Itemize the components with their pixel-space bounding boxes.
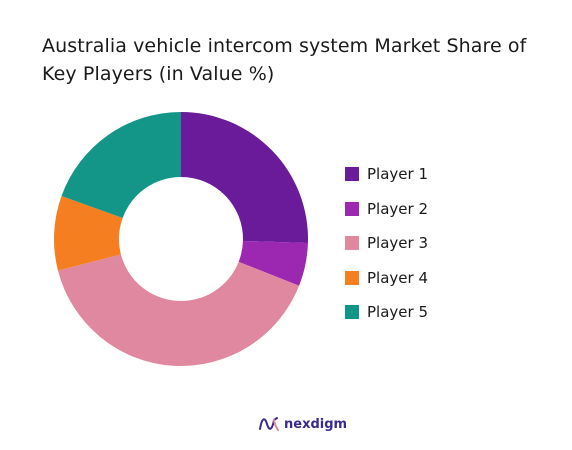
donut-slice-player-1	[181, 112, 309, 243]
chart-title: Australia vehicle intercom system Market…	[42, 35, 527, 85]
donut-slices	[53, 112, 309, 367]
legend-item-player-1: Player 1	[345, 164, 428, 184]
brand-logo: nexdigm	[258, 413, 347, 435]
legend-label-player-3: Player 3	[367, 234, 428, 252]
donut-slice-player-2	[238, 240, 308, 286]
donut-slice-player-4	[53, 195, 123, 271]
legend-item-player-5: Player 5	[345, 302, 428, 322]
legend-item-player-2: Player 2	[345, 199, 428, 219]
legend-label-player-2: Player 2	[367, 200, 428, 218]
legend-item-player-4: Player 4	[345, 268, 428, 288]
donut-slice-player-3	[57, 254, 300, 367]
legend-label-player-5: Player 5	[367, 303, 428, 321]
brand-name: nexdigm	[284, 416, 348, 432]
legend-swatch-player-1	[345, 167, 359, 181]
legend-swatch-player-5	[345, 305, 359, 319]
nexdigm-wave-logo-icon	[259, 417, 279, 431]
legend-label-player-4: Player 4	[367, 269, 428, 287]
legend-swatch-player-3	[345, 236, 359, 250]
legend-swatch-player-2	[345, 202, 359, 216]
legend-item-player-3: Player 3	[345, 233, 428, 253]
legend-swatch-player-4	[345, 271, 359, 285]
legend-label-player-1: Player 1	[367, 165, 428, 183]
donut-slice-player-5	[61, 112, 181, 218]
